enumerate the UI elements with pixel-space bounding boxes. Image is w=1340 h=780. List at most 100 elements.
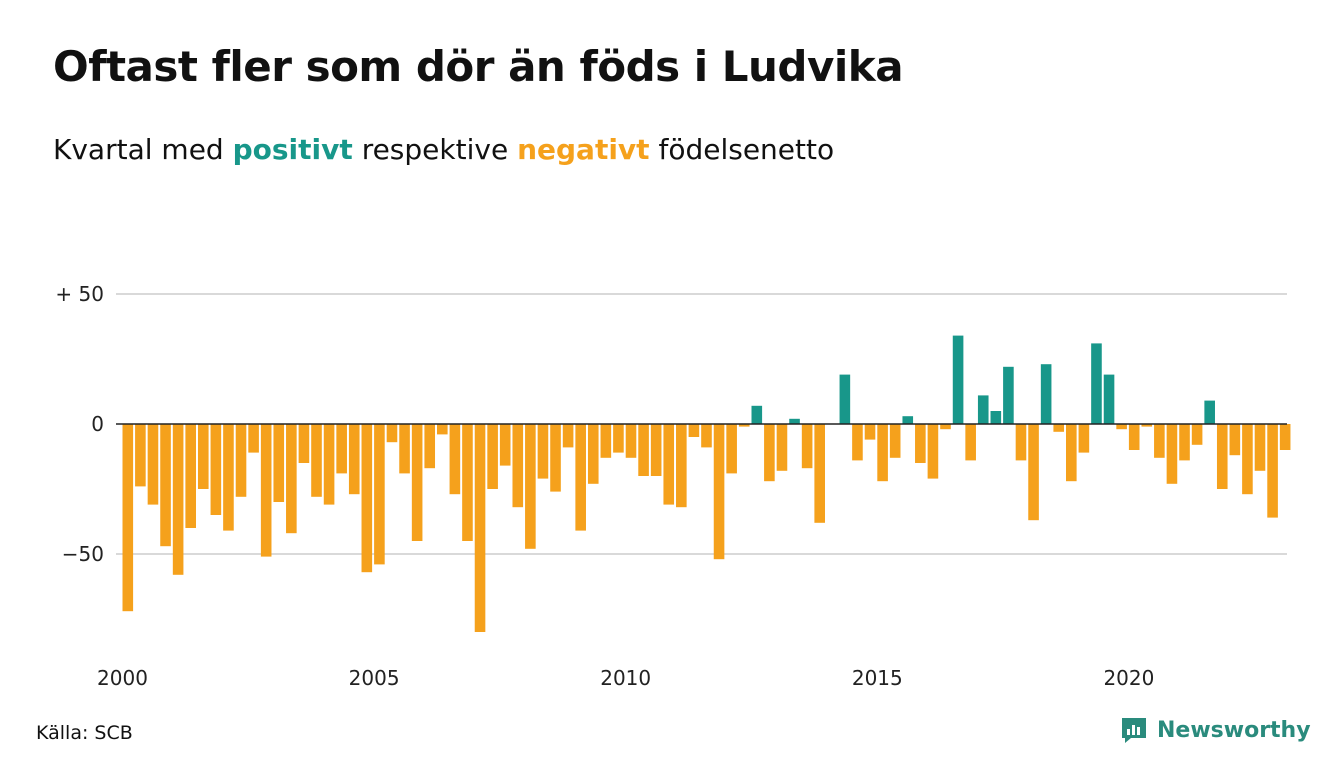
x-tick-label: 2005 — [349, 666, 400, 690]
bar — [273, 424, 285, 502]
bar — [386, 424, 398, 443]
bar — [348, 424, 360, 495]
y-tick-label: −50 — [62, 542, 104, 566]
bar — [940, 424, 951, 430]
bar — [1242, 424, 1253, 495]
bar — [562, 424, 574, 448]
bar — [223, 424, 234, 531]
subtitle-middle: respektive — [361, 133, 509, 166]
bar — [852, 424, 863, 461]
subtitle-positive: positivt — [232, 133, 353, 166]
x-tick-label: 2020 — [1103, 666, 1154, 690]
bar — [499, 424, 511, 466]
bar — [361, 424, 373, 573]
bar — [751, 405, 763, 424]
bar — [1141, 424, 1153, 427]
bar — [235, 424, 247, 497]
bar — [462, 424, 473, 541]
bar — [1166, 424, 1178, 484]
bar — [1279, 424, 1291, 450]
bar — [1040, 364, 1052, 424]
bar — [789, 418, 800, 424]
newsworthy-logo: Newsworthy — [1119, 715, 1311, 745]
bar — [1091, 343, 1102, 424]
bar — [1254, 424, 1266, 471]
bar — [638, 424, 649, 476]
bar — [210, 424, 222, 515]
bar — [701, 424, 712, 448]
bar — [260, 424, 272, 557]
bar — [424, 424, 436, 469]
bar — [411, 424, 423, 541]
y-tick-label: 0 — [91, 412, 104, 436]
bar — [713, 424, 725, 560]
newsworthy-logo-icon — [1122, 718, 1146, 743]
bar — [1154, 424, 1165, 458]
bar — [1066, 424, 1077, 482]
bar — [449, 424, 461, 495]
bar — [1003, 366, 1014, 424]
bar — [1028, 424, 1039, 521]
bar — [1267, 424, 1278, 518]
bar — [902, 416, 914, 424]
bar — [512, 424, 524, 508]
bar — [663, 424, 675, 505]
bar — [625, 424, 637, 458]
bar — [650, 424, 662, 476]
bar — [1179, 424, 1190, 461]
bar — [160, 424, 171, 547]
bar — [323, 424, 335, 505]
bar — [122, 424, 134, 612]
bar — [977, 395, 989, 424]
bar — [915, 424, 926, 463]
bar — [600, 424, 612, 458]
tick-label-layer: + 50 0 −50 2000 2005 2010 2015 2020 — [55, 282, 1154, 690]
bar — [1116, 424, 1127, 430]
bar — [927, 424, 939, 479]
bar — [889, 424, 901, 458]
y-tick-label: + 50 — [55, 282, 104, 306]
subtitle-prefix: Kvartal med — [53, 133, 224, 166]
x-tick-label: 2000 — [97, 666, 148, 690]
bar — [1204, 400, 1215, 424]
bar — [575, 424, 586, 531]
bar — [197, 424, 209, 489]
bar — [550, 424, 561, 492]
subtitle-negative: negativt — [517, 133, 650, 166]
brand-name: Newsworthy — [1157, 717, 1311, 743]
x-tick-label: 2015 — [852, 666, 903, 690]
bar — [487, 424, 498, 489]
bar — [474, 424, 486, 632]
bar — [764, 424, 775, 482]
bar — [726, 424, 737, 474]
bar — [990, 411, 1002, 424]
bar — [1078, 424, 1090, 453]
bar — [839, 374, 851, 424]
bar — [525, 424, 536, 549]
grid-layer — [116, 293, 1287, 555]
bar — [248, 424, 259, 453]
bar — [776, 424, 788, 471]
bar — [613, 424, 624, 453]
source-note: Källa: SCB — [36, 722, 133, 744]
bar — [336, 424, 347, 474]
bar — [738, 424, 750, 427]
bar — [688, 424, 700, 437]
bar — [952, 335, 964, 424]
bar — [172, 424, 184, 575]
bar — [965, 424, 976, 461]
bar — [437, 424, 448, 435]
x-tick-label: 2010 — [600, 666, 651, 690]
bar — [1191, 424, 1203, 445]
bar — [877, 424, 888, 482]
bar — [1015, 424, 1027, 461]
bar — [864, 424, 876, 440]
bar — [801, 424, 813, 469]
bar — [286, 424, 297, 534]
bar — [374, 424, 385, 565]
bar — [587, 424, 599, 484]
bar — [814, 424, 825, 523]
chart-subtitle: Kvartal med positivt respektive negativt… — [53, 133, 834, 166]
chart-title: Oftast fler som dör än föds i Ludvika — [53, 42, 904, 91]
